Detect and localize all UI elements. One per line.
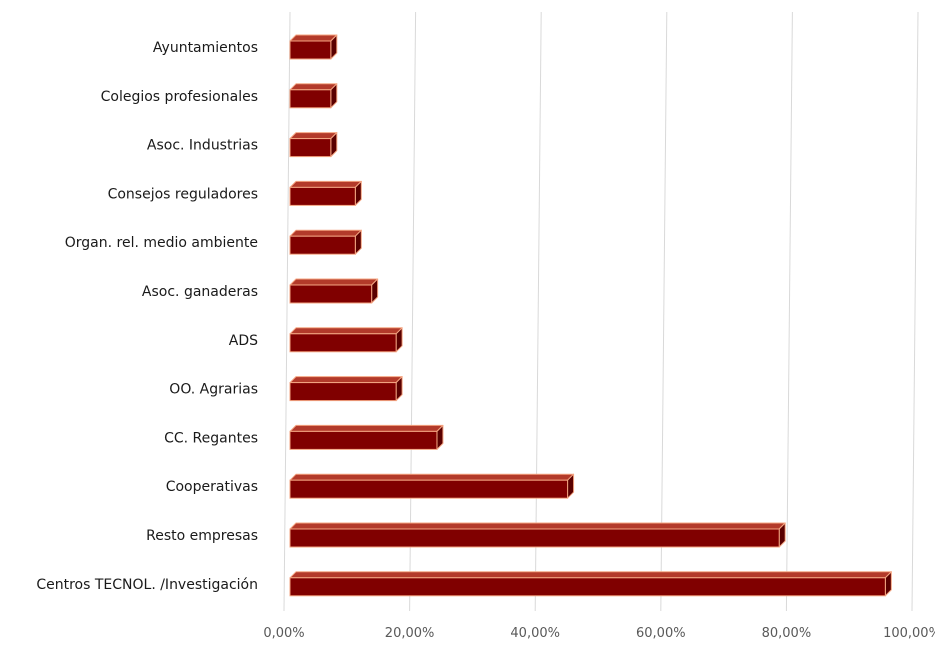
bar-top-face: [289, 132, 338, 140]
bar-front-face: [289, 235, 356, 255]
bar-0: [289, 34, 338, 60]
gridline-2: [534, 11, 542, 612]
bar-top-face: [289, 180, 362, 188]
bar-top-face: [289, 473, 575, 481]
bar-front-face: [289, 528, 780, 548]
bar-10: [289, 522, 786, 548]
bar-11: [289, 571, 892, 597]
category-label-9: Cooperativas: [166, 479, 258, 495]
gridline-3: [660, 11, 668, 612]
category-label-4: Organ. rel. medio ambiente: [65, 235, 258, 251]
x-tick-label-0: 0,00%: [263, 626, 304, 641]
x-tick-label-4: 80,00%: [762, 626, 812, 641]
bar-2: [289, 132, 338, 158]
category-label-10: Resto empresas: [146, 528, 258, 544]
gridline-0: [283, 11, 291, 612]
bar-6: [289, 327, 403, 353]
bar-top-face: [289, 229, 362, 237]
bar-front-face: [289, 40, 332, 60]
category-label-8: CC. Regantes: [164, 430, 258, 446]
gridline-5: [911, 11, 919, 612]
bar-front-face: [289, 479, 569, 499]
x-tick-label-3: 60,00%: [636, 626, 686, 641]
bar-front-face: [289, 382, 397, 402]
x-tick-label-2: 40,00%: [510, 626, 560, 641]
bar-5: [289, 278, 379, 304]
bar-3: [289, 180, 362, 206]
category-label-5: Asoc. ganaderas: [142, 284, 258, 300]
gridline-4: [785, 11, 793, 612]
bar-top-face: [289, 327, 403, 335]
x-axis-tick-labels: 0,00% 20,00% 40,00% 60,00% 80,00% 100,00%: [263, 626, 935, 641]
category-labels: Ayuntamientos Colegios profesionales Asoc.…: [36, 40, 258, 593]
bar-4: [289, 229, 362, 255]
bar-top-face: [289, 278, 379, 286]
bar-7: [289, 376, 403, 402]
bar-9: [289, 473, 575, 499]
bar-front-face: [289, 430, 438, 450]
category-label-11: Centros TECNOL. /Investigación: [36, 577, 258, 593]
category-label-7: OO. Agrarias: [169, 382, 258, 398]
bar-8: [289, 424, 444, 450]
bar-front-face: [289, 89, 332, 109]
bar-top-face: [289, 376, 403, 384]
bar-top-face: [289, 83, 338, 91]
bar-front-face: [289, 186, 356, 206]
category-label-3: Consejos reguladores: [108, 186, 258, 202]
gridlines: [283, 11, 919, 612]
bar-top-face: [289, 522, 786, 530]
category-label-6: ADS: [229, 333, 258, 349]
bar-front-face: [289, 138, 332, 158]
bar-top-face: [289, 571, 892, 579]
category-label-1: Colegios profesionales: [101, 89, 258, 105]
x-tick-label-5: 100,00%: [883, 626, 935, 641]
bar-1: [289, 83, 338, 109]
bar-top-face: [289, 34, 338, 42]
bar-front-face: [289, 284, 373, 304]
bar-top-face: [289, 424, 444, 432]
category-label-0: Ayuntamientos: [153, 40, 258, 56]
gridline-1: [409, 11, 417, 612]
x-tick-label-1: 20,00%: [385, 626, 435, 641]
bar-front-face: [289, 333, 397, 353]
bar-front-face: [289, 577, 886, 597]
bars: [289, 34, 892, 597]
category-label-2: Asoc. Industrias: [147, 138, 258, 154]
